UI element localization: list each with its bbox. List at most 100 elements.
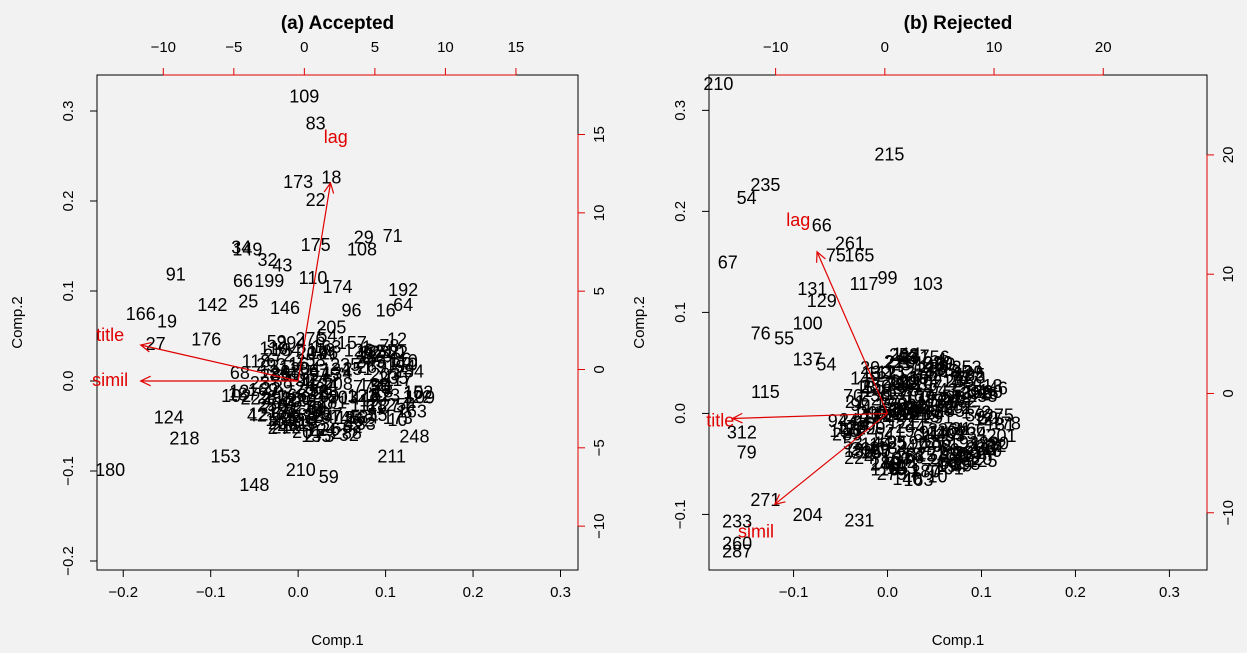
point-label-cloud: 142	[930, 423, 960, 443]
point-label-cloud: 235	[378, 368, 408, 388]
point-label-cloud: 256	[257, 395, 287, 415]
point-label-cloud: 203	[328, 388, 358, 408]
point-label-cloud: 252	[344, 411, 374, 431]
point-label-cloud: 109	[889, 371, 919, 391]
point-label-cloud: 75	[885, 375, 905, 395]
y-tick-label: 0.3	[672, 100, 689, 121]
point-label-cloud: 124	[307, 420, 337, 440]
point-label-cloud: 245	[355, 351, 385, 371]
point-label-cloud: 24	[940, 389, 960, 409]
point-label: 32	[258, 250, 278, 270]
point-label-cloud: 134	[321, 359, 351, 379]
point-label-cloud: 201	[986, 426, 1016, 446]
point-label: 59	[319, 467, 339, 487]
point-label-cloud: 185	[936, 444, 966, 464]
point-label-cloud: 132	[359, 375, 389, 395]
point-label: 231	[844, 510, 874, 530]
point-label-cloud: 3	[368, 387, 378, 407]
point-label-cloud: 149	[850, 369, 880, 389]
y-axis-left: −0.2 −0.1 0.0 0.1 0.2 0.3	[60, 101, 97, 576]
point-label-cloud: 53	[952, 383, 972, 403]
point-label: 260	[722, 533, 752, 553]
point-label: 54	[816, 355, 836, 375]
point-label-cloud: 10	[924, 403, 944, 423]
point-label-cloud: 125	[285, 415, 315, 435]
top-tick-label: 20	[1095, 39, 1112, 56]
point-label: 192	[388, 280, 418, 300]
point-label-cloud: 95	[886, 432, 906, 452]
point-label-cloud: 57	[284, 390, 304, 410]
point-label-cloud: 220	[973, 382, 1003, 402]
arrow-label-lag: lag	[324, 127, 348, 147]
point-label: 235	[750, 175, 780, 195]
panel-rejected: (b) Rejected −0.1 0.0 0.1 0.2 0.3 Comp.1 −0.1 0.…	[672, 13, 1237, 649]
point-label-cloud: 148	[906, 403, 936, 423]
y-tick-label: 0.3	[60, 101, 77, 122]
point-label-cloud: 234	[957, 381, 987, 401]
point-label-cloud: 22	[923, 353, 943, 373]
top-tick-label: 10	[986, 39, 1003, 56]
point-label: 194	[385, 356, 415, 376]
point-label-cloud: 140	[914, 356, 944, 376]
point-label-cloud: 25	[887, 433, 907, 453]
point-label-cloud: 75	[870, 441, 890, 461]
point-label-cloud: 132	[885, 362, 915, 382]
point-label-cloud: 50	[310, 403, 330, 423]
point-label-cloud: 135	[356, 342, 386, 362]
point-label: 287	[722, 542, 752, 562]
point-label-cloud: 10	[387, 410, 407, 430]
point-label-cloud: 8	[982, 384, 992, 404]
point-label-cloud: 85	[280, 403, 300, 423]
point-label-cloud: 71	[374, 378, 394, 398]
point-label-cloud: 257	[313, 405, 343, 425]
point-label-cloud: 254	[386, 395, 416, 415]
point-label-cloud: 175	[303, 372, 333, 392]
point-label: 103	[913, 274, 943, 294]
point-label-cloud: 57	[942, 386, 962, 406]
point-label-cloud: 266	[850, 439, 880, 459]
point-label-cloud: 122	[402, 387, 432, 407]
point-label: 64	[393, 295, 413, 315]
x-axis-bottom: −0.1 0.0 0.1 0.2 0.3	[779, 570, 1180, 601]
point-label: 137	[793, 350, 823, 370]
point-label: 148	[239, 475, 269, 495]
point-label-cloud: 68	[230, 363, 250, 383]
point-label-cloud: 9	[307, 402, 317, 422]
right-tick-label: 15	[591, 126, 608, 143]
x-tick-label: 0.3	[1159, 584, 1180, 601]
point-label: 165	[844, 246, 874, 266]
point-label: 211	[377, 446, 406, 466]
point-label: 175	[301, 235, 331, 255]
point-label: 71	[383, 226, 403, 246]
point-label-cloud: 255	[935, 401, 965, 421]
point-label-cloud: 118	[871, 460, 900, 480]
point-label-cloud: 65	[888, 458, 908, 478]
point-label-cloud: 67	[884, 454, 904, 474]
point-label-cloud: 237	[896, 446, 926, 466]
point-label-cloud: 287	[257, 388, 287, 408]
point-label-cloud: 29	[313, 384, 333, 404]
arrow-label-title: title	[706, 410, 734, 430]
point-label: 109	[289, 86, 319, 106]
point-label-cloud: 196	[898, 433, 928, 453]
point-label-cloud: 99	[850, 395, 870, 415]
point-label: 210	[703, 74, 733, 94]
point-label-cloud: 277	[950, 369, 980, 389]
point-label: 124	[154, 408, 184, 428]
point-label-cloud: 166	[277, 385, 307, 405]
point-label-cloud: 234	[957, 424, 987, 444]
point-label-cloud: 288	[262, 388, 292, 408]
point-label: 233	[722, 511, 752, 531]
y-axis-right: −10 0 10 20	[1206, 147, 1237, 525]
point-label: 215	[874, 145, 904, 165]
point-label-cloud: 220	[979, 433, 1009, 453]
point-label-cloud: 211	[884, 352, 913, 372]
point-label-cloud: 65	[938, 361, 958, 381]
point-label-cloud: 177	[911, 460, 941, 480]
point-label-cloud: 54	[317, 326, 337, 346]
point-label-cloud: 243	[928, 380, 958, 400]
point-label-cloud: 85	[951, 362, 971, 382]
point-label-cloud: 31	[951, 419, 971, 439]
point-label-cloud: 235	[330, 355, 360, 375]
